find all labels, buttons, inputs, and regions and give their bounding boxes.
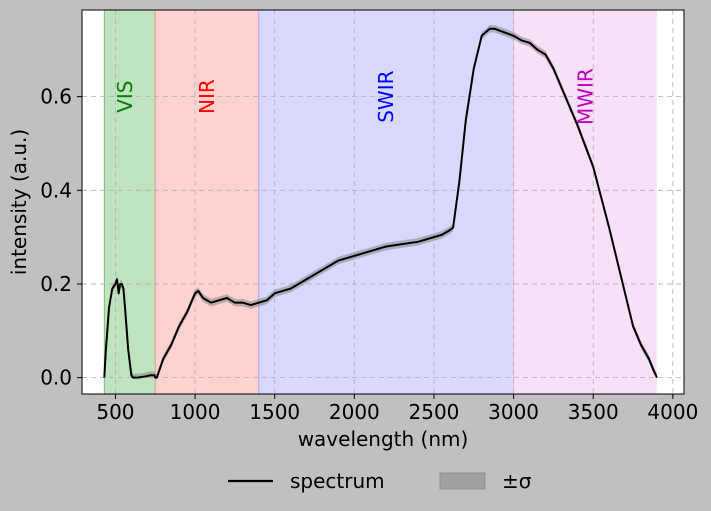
x-tick-label: 1000 (170, 400, 221, 424)
x-tick-label: 4000 (647, 400, 698, 424)
legend-sigma-swatch (439, 472, 486, 490)
y-tick-label: 0.4 (40, 178, 72, 202)
x-tick-label: 2500 (409, 400, 460, 424)
x-tick-label: 500 (96, 400, 134, 424)
plot-area (82, 10, 684, 394)
band-region-swir (258, 10, 514, 394)
band-region-mwir (513, 10, 657, 394)
wavelength-bands (103, 10, 657, 394)
spectrum-line (103, 27, 658, 379)
y-tick-label: 0.6 (40, 85, 72, 109)
x-tick-label: 2000 (329, 400, 380, 424)
band-label-mwir: MWIR (573, 68, 597, 125)
legend-label-sigma: ±σ (502, 469, 532, 493)
band-region-vis (104, 10, 156, 394)
grid-lines (82, 10, 684, 394)
x-tick-label: 1500 (249, 400, 300, 424)
x-axis-ticks: 500 1000 1500 2000 2500 3000 3500 4000 (96, 394, 698, 424)
y-tick-label: 0.2 (40, 272, 72, 296)
x-axis-label: wavelength (nm) (298, 427, 469, 451)
series-layer (103, 27, 658, 379)
y-axis-label: intensity (a.u.) (7, 129, 31, 275)
band-label-vis: VIS (113, 80, 137, 112)
band-label-swir: SWIR (374, 70, 398, 122)
band-labels: VIS NIR SWIR MWIR (113, 68, 597, 125)
band-region-nir (155, 10, 259, 394)
legend-label-spectrum: spectrum (290, 469, 385, 493)
band-label-nir: NIR (195, 79, 219, 114)
legend: spectrum ±σ (228, 469, 532, 493)
y-tick-label: 0.0 (40, 366, 72, 390)
plot-frame (81, 9, 685, 395)
y-axis-ticks: 0.0 0.2 0.4 0.6 (40, 85, 82, 390)
x-tick-label: 3000 (488, 400, 539, 424)
x-tick-label: 3500 (568, 400, 619, 424)
